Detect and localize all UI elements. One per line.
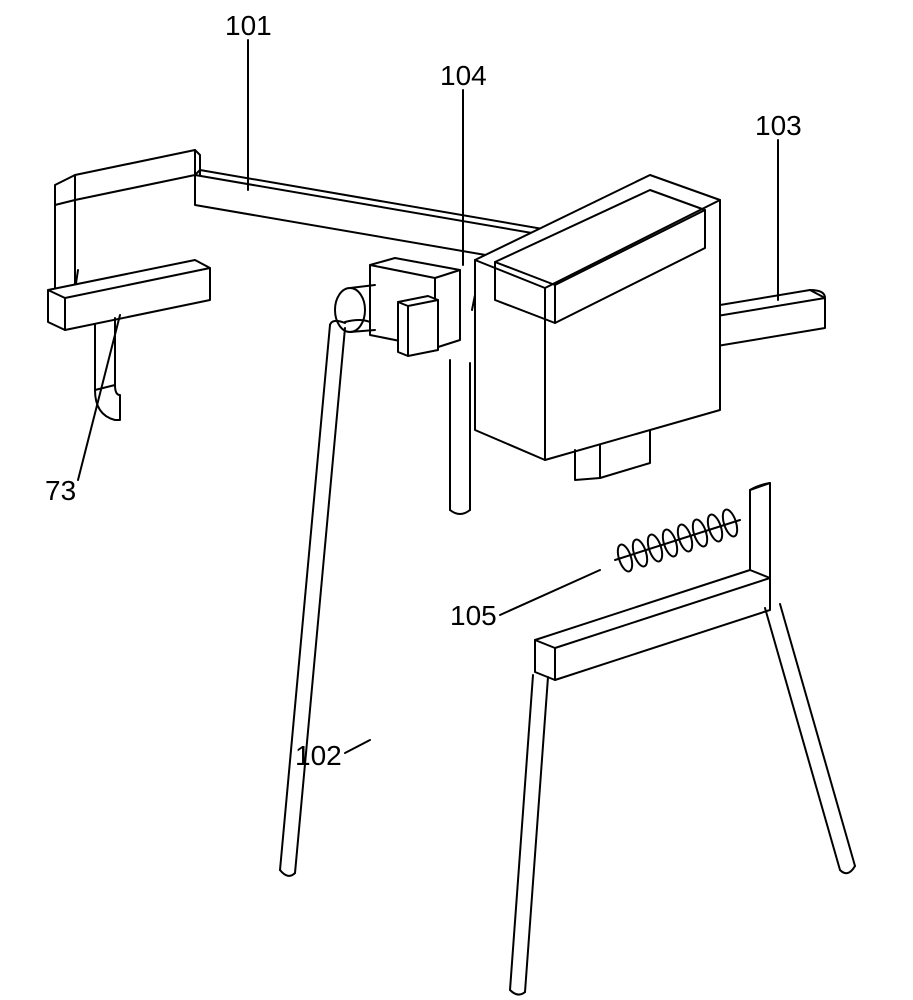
label-103: 103 (755, 110, 802, 141)
auger-105 (535, 483, 770, 680)
label-104: 104 (440, 60, 487, 91)
label-101: 101 (225, 10, 272, 41)
label-102: 102 (295, 740, 342, 771)
hopper-104 (475, 175, 720, 480)
bracket-73 (48, 150, 210, 420)
vertical-rod (450, 360, 470, 514)
technical-diagram: 101 104 103 73 105 102 (0, 0, 913, 1000)
clamp-block (398, 296, 438, 356)
label-73: 73 (45, 475, 76, 506)
label-105: 105 (450, 600, 497, 631)
